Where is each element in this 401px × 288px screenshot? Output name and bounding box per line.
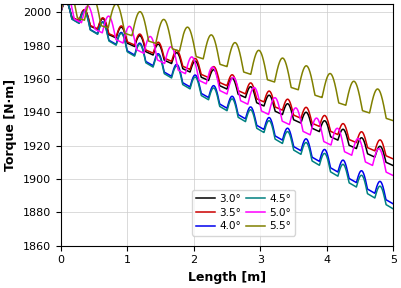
4.0°: [63, 0, 68, 2]
5.5°: [116, 5, 121, 8]
5.0°: [385, 171, 389, 174]
3.5°: [58, 11, 63, 14]
4.0°: [186, 84, 191, 88]
5.0°: [186, 61, 191, 64]
3.0°: [200, 76, 205, 80]
Y-axis label: Torque [N·m]: Torque [N·m]: [4, 79, 17, 171]
Legend: 3.0°, 3.5°, 4.0°, 4.5°, 5.0°, 5.5°: 3.0°, 3.5°, 4.0°, 4.5°, 5.0°, 5.5°: [192, 190, 296, 236]
4.5°: [385, 203, 389, 207]
3.0°: [391, 164, 396, 167]
3.5°: [200, 73, 205, 77]
4.0°: [391, 202, 396, 206]
5.5°: [186, 26, 191, 29]
5.5°: [96, 12, 101, 15]
Line: 3.0°: 3.0°: [61, 2, 393, 166]
5.0°: [348, 153, 353, 157]
4.0°: [200, 92, 205, 96]
4.5°: [96, 29, 101, 32]
4.0°: [116, 35, 121, 38]
3.5°: [348, 139, 353, 142]
4.5°: [58, 11, 63, 14]
4.5°: [63, 0, 68, 2]
3.5°: [391, 157, 396, 161]
Line: 5.5°: 5.5°: [61, 0, 393, 121]
5.0°: [200, 80, 205, 84]
3.0°: [63, 0, 68, 3]
3.0°: [96, 24, 101, 28]
5.5°: [385, 117, 389, 120]
3.0°: [58, 11, 63, 14]
4.0°: [348, 178, 353, 181]
3.0°: [116, 29, 121, 33]
3.0°: [186, 69, 191, 73]
3.5°: [63, 0, 68, 3]
Line: 4.5°: 4.5°: [61, 1, 393, 209]
5.5°: [200, 57, 205, 60]
4.5°: [348, 182, 353, 186]
5.0°: [96, 29, 101, 33]
4.5°: [200, 95, 205, 98]
3.5°: [96, 24, 101, 27]
4.0°: [385, 198, 389, 202]
5.0°: [116, 39, 121, 43]
3.5°: [116, 28, 121, 31]
5.0°: [58, 11, 63, 14]
4.5°: [116, 36, 121, 39]
5.5°: [391, 119, 396, 122]
4.0°: [58, 11, 63, 14]
4.5°: [391, 207, 396, 211]
3.0°: [385, 161, 389, 164]
5.5°: [348, 83, 353, 86]
3.0°: [348, 145, 353, 148]
X-axis label: Length [m]: Length [m]: [188, 271, 266, 284]
Line: 3.5°: 3.5°: [61, 1, 393, 159]
3.5°: [385, 154, 389, 158]
Line: 4.0°: 4.0°: [61, 1, 393, 204]
5.5°: [58, 11, 63, 14]
Line: 5.0°: 5.0°: [61, 0, 393, 176]
4.5°: [186, 86, 191, 90]
5.0°: [391, 174, 396, 177]
3.5°: [186, 67, 191, 71]
4.0°: [96, 28, 101, 32]
